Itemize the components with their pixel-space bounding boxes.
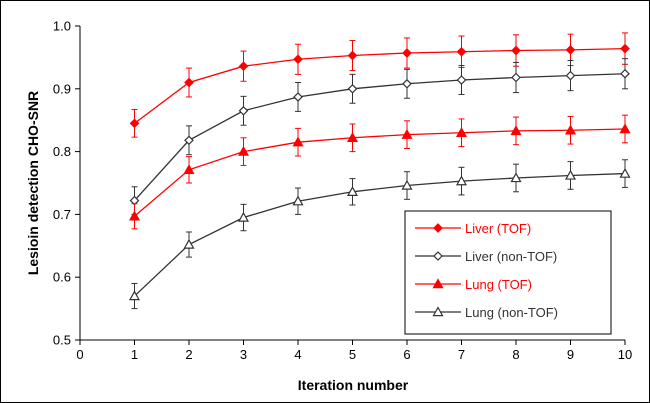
data-point bbox=[129, 118, 140, 129]
data-point bbox=[292, 136, 304, 147]
data-point bbox=[237, 145, 250, 156]
data-point bbox=[511, 45, 521, 56]
y-tick-label: 0.7 bbox=[53, 207, 71, 222]
axis-ticks bbox=[75, 25, 626, 345]
series-line bbox=[134, 172, 626, 297]
series-0 bbox=[129, 32, 630, 138]
y-axis-title: Lesioin detection CHO-SNR bbox=[25, 91, 41, 275]
data-point bbox=[456, 75, 467, 85]
x-tick-label: 9 bbox=[567, 347, 574, 362]
data-point bbox=[619, 123, 631, 134]
legend-label: Liver (TOF) bbox=[465, 221, 531, 236]
data-point bbox=[128, 290, 141, 301]
series-line bbox=[134, 73, 626, 202]
data-point bbox=[346, 186, 359, 196]
data-point bbox=[401, 179, 413, 190]
x-tick-label: 6 bbox=[403, 347, 410, 362]
x-tick-label: 4 bbox=[294, 347, 301, 362]
data-point bbox=[565, 70, 576, 81]
data-series bbox=[128, 32, 631, 310]
data-point bbox=[183, 238, 195, 249]
data-point bbox=[401, 128, 413, 139]
legend-swatch-marker bbox=[433, 251, 443, 261]
x-tick-label: 2 bbox=[185, 347, 192, 362]
data-point bbox=[511, 72, 521, 83]
data-point bbox=[455, 127, 468, 137]
x-tick-label: 8 bbox=[512, 347, 519, 362]
x-tick-label: 0 bbox=[76, 347, 83, 362]
data-point bbox=[619, 167, 631, 178]
series-line bbox=[134, 47, 626, 124]
data-point bbox=[183, 164, 195, 175]
legend-swatch-marker bbox=[432, 306, 444, 317]
data-point bbox=[402, 48, 412, 58]
data-point bbox=[564, 169, 577, 180]
x-tick-label: 5 bbox=[349, 347, 356, 362]
data-point bbox=[184, 135, 194, 146]
data-point bbox=[402, 78, 412, 89]
legend: Liver (TOF) Liver (non-TOF) Lung (TOF) Lung… bbox=[404, 210, 612, 335]
data-point bbox=[346, 132, 359, 142]
data-point bbox=[293, 54, 303, 65]
data-point bbox=[292, 195, 304, 206]
y-tick-label: 0.9 bbox=[53, 81, 71, 96]
data-point bbox=[293, 92, 303, 102]
data-point bbox=[456, 46, 467, 57]
legend-swatch-marker bbox=[433, 223, 443, 233]
y-tick-label: 1.0 bbox=[53, 19, 71, 34]
legend-label: Lung (non-TOF) bbox=[465, 305, 558, 320]
data-point bbox=[238, 61, 249, 72]
data-point bbox=[510, 125, 522, 136]
data-point bbox=[565, 45, 576, 55]
y-tick-label: 0.5 bbox=[53, 333, 71, 348]
data-point bbox=[184, 77, 194, 88]
legend-swatch-marker bbox=[432, 278, 444, 289]
data-point bbox=[128, 210, 141, 221]
x-tick-label: 3 bbox=[240, 347, 247, 362]
x-axis-title: Iteration number bbox=[298, 377, 409, 393]
data-point bbox=[237, 211, 250, 222]
legend-label: Lung (TOF) bbox=[465, 277, 532, 292]
y-tick-label: 0.6 bbox=[53, 270, 71, 285]
series-1 bbox=[129, 58, 630, 215]
x-tick-label: 1 bbox=[131, 347, 138, 362]
axis-tick-labels: 0.5 0.6 0.7 0.8 0.9 1.0 0 1 2 3 4 5 6 7 8 9 10 bbox=[53, 19, 632, 363]
data-point bbox=[347, 50, 358, 61]
data-point bbox=[620, 68, 630, 79]
x-tick-label: 7 bbox=[458, 347, 465, 362]
data-point bbox=[455, 175, 468, 186]
series-2 bbox=[128, 114, 631, 230]
data-point bbox=[564, 124, 577, 135]
data-point bbox=[620, 43, 630, 54]
y-tick-label: 0.8 bbox=[53, 144, 71, 159]
data-point bbox=[510, 172, 522, 183]
series-line bbox=[134, 128, 626, 217]
x-tick-label: 10 bbox=[618, 347, 632, 362]
series-3 bbox=[128, 159, 631, 310]
legend-label: Liver (non-TOF) bbox=[465, 249, 557, 264]
data-point bbox=[347, 83, 358, 94]
data-point bbox=[238, 105, 249, 116]
